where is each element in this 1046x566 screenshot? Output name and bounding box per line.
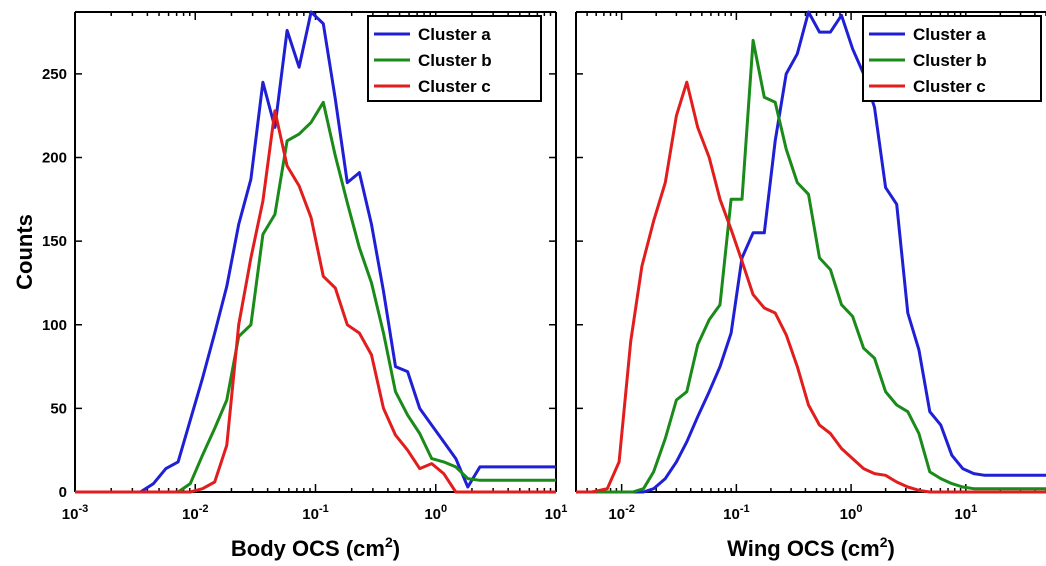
x-tick-label: 10-2 [608,503,634,523]
series-line-cluster-b [576,38,1046,494]
legend: Cluster a Cluster b Cluster c [862,15,1042,102]
legend-label: Cluster a [418,25,491,44]
legend-label: Cluster b [418,51,492,70]
x-tick-label-exponent: 0 [441,503,447,515]
y-axis-label-group: Counts [12,214,37,290]
x-tick-label-base: 10 [62,506,79,523]
series-line-cluster-c [75,109,556,494]
x-tick-label-exponent: 1 [971,503,977,515]
series-line-cluster-a [75,10,556,494]
series-line-cluster-a [576,10,1046,494]
x-axis-label: Wing OCS (cm2) [727,534,895,561]
x-tick-label: 10-1 [723,503,749,523]
x-tick-label: 10-2 [182,503,208,523]
x-axis-label: Body OCS (cm2) [231,534,400,561]
legend-label: Cluster a [913,25,986,44]
x-axis-label-superscript: 2 [880,534,888,550]
legend-label: Cluster b [913,51,987,70]
x-tick-label: 100 [424,503,447,523]
series-line-cluster-b [75,100,556,494]
x-tick-label: 101 [545,503,568,523]
x-axis-label-close: ) [888,536,895,561]
x-tick-label-exponent: -1 [740,503,750,515]
legend-label: Cluster c [418,77,491,96]
x-tick-label-exponent: -2 [199,503,209,515]
y-tick-label: 100 [42,317,67,334]
x-tick-label-base: 10 [424,506,441,523]
x-tick-label-base: 10 [608,506,625,523]
x-axis-label-superscript: 2 [385,534,393,550]
y-tick-label: 50 [50,400,67,417]
body-ocs-panel: 10-3 10-2 10-1 100 101050100150200250Cluster… [42,10,568,561]
x-tick-label-base: 10 [723,506,740,523]
legend: Cluster a Cluster b Cluster c [367,15,542,102]
x-tick-label-exponent: -2 [625,503,635,515]
y-tick-label: 0 [59,484,67,501]
x-axis-label-close: ) [393,536,400,561]
x-tick-label-base: 10 [840,506,857,523]
x-tick-label-base: 10 [302,506,319,523]
x-tick-label: 10-1 [302,503,328,523]
x-tick-label-base: 10 [182,506,199,523]
x-tick-label-exponent: 1 [561,503,567,515]
x-tick-label: 100 [840,503,863,523]
x-tick-label: 10-3 [62,503,88,523]
y-axis-label: Counts [12,214,37,290]
x-tick-label-exponent: 0 [856,503,862,515]
y-tick-label: 150 [42,233,67,250]
series-line-cluster-c [576,80,1046,494]
legend-label: Cluster c [913,77,986,96]
x-tick-label-exponent: -1 [319,503,329,515]
y-tick-label: 200 [42,150,67,167]
x-axis-label-text: Wing OCS (cm [727,536,880,561]
x-tick-label-base: 10 [954,506,971,523]
x-tick-label-base: 10 [545,506,562,523]
x-tick-label-exponent: -3 [78,503,88,515]
x-axis-label-text: Body OCS (cm [231,536,385,561]
x-tick-label: 101 [954,503,977,523]
y-tick-label: 250 [42,66,67,83]
